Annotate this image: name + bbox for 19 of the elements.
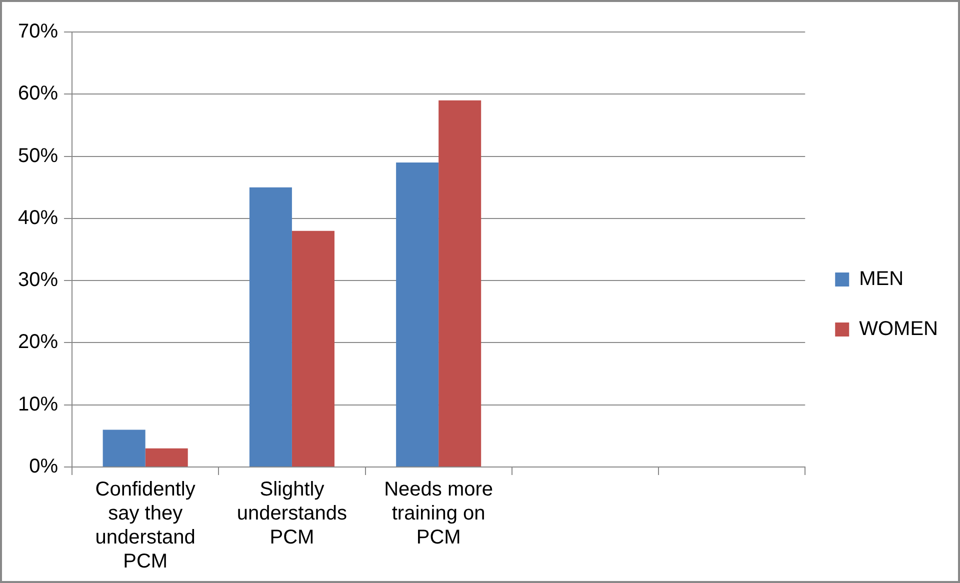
bar [145, 448, 188, 466]
x-tick-label: Slightly understands PCM [236, 478, 347, 549]
bar [249, 187, 292, 466]
y-tick-label: 0% [29, 456, 58, 478]
bar [102, 430, 146, 466]
bar [292, 230, 334, 466]
y-tick-label: 70% [18, 20, 58, 43]
y-tick-label: 20% [18, 331, 58, 354]
x-tick-label: Confidently say they understand PCM [95, 478, 196, 573]
y-tick-label: 30% [18, 269, 58, 292]
y-tick-label: 50% [18, 144, 58, 167]
y-tick-label: 60% [18, 82, 58, 105]
y-tick-label: 10% [18, 393, 58, 416]
legend-label: MEN [859, 268, 904, 290]
legend-label: WOMEN [859, 318, 938, 340]
bar [396, 162, 439, 466]
y-tick-label: 40% [18, 206, 58, 229]
x-tick-label: Needs more training on PCM [384, 478, 494, 549]
bar [438, 100, 482, 466]
